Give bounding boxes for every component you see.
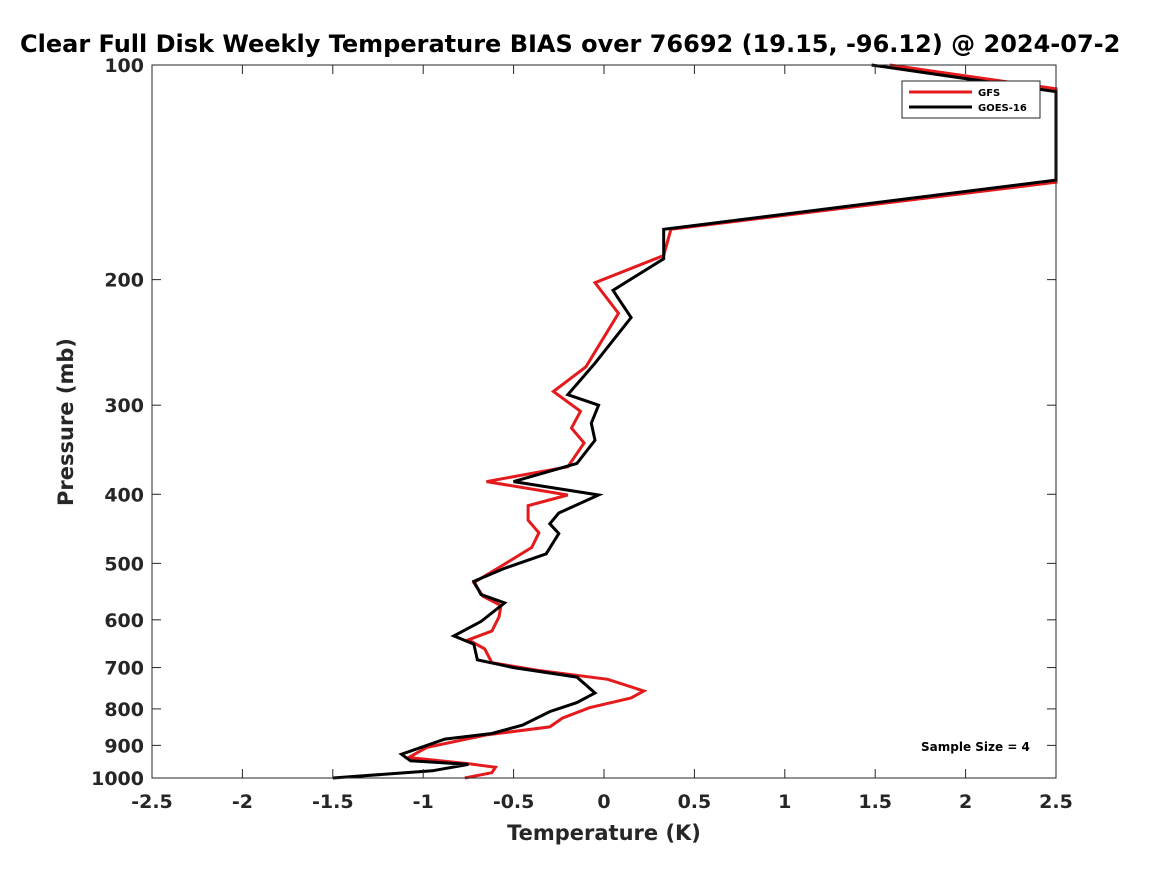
plot-area: -2.5 -2 -1.5 -1 -0.5 0 0.5 1 1.5 2 2.5 100 200 300 40… (91, 55, 1073, 813)
y-tick-label: 400 (104, 484, 144, 506)
y-tick-label: 100 (104, 55, 144, 77)
legend: GFS GOES-16 (901, 80, 1041, 119)
y-tick-label: 700 (104, 658, 144, 680)
y-axis-ticks: 100 200 300 400 500 600 700 800 900 1000 (91, 55, 1056, 790)
x-axis-label: Temperature (K) (507, 821, 701, 845)
axes-frame (151, 64, 1057, 779)
x-tick-label: -1.5 (312, 791, 354, 813)
x-tick-label: -2.5 (131, 791, 173, 813)
y-tick-label: 1000 (91, 768, 144, 790)
series-layer (332, 63, 1058, 780)
y-tick-label: 900 (104, 735, 144, 757)
x-tick-label: 2 (959, 791, 972, 813)
sample-size-annotation: Sample Size = 4 (921, 740, 1030, 754)
y-tick-label: 200 (104, 270, 144, 292)
x-tick-label: -1 (413, 791, 434, 813)
x-tick-label: -0.5 (493, 791, 535, 813)
x-tick-label: 0 (597, 791, 610, 813)
x-tick-label: 0.5 (678, 791, 712, 813)
y-axis-label: Pressure (mb) (54, 338, 78, 506)
legend-label-goes16: GOES-16 (978, 103, 1027, 114)
x-tick-label: 2.5 (1039, 791, 1073, 813)
series-line-gfs (403, 63, 1058, 780)
x-axis-ticks: -2.5 -2 -1.5 -1 -0.5 0 0.5 1 1.5 2 2.5 (131, 65, 1073, 813)
chart-title: Clear Full Disk Weekly Temperature BIAS … (20, 30, 1120, 58)
legend-box (901, 80, 1041, 119)
legend-label-gfs: GFS (978, 88, 1000, 99)
y-tick-label: 500 (104, 553, 144, 575)
y-tick-label: 600 (104, 610, 144, 632)
series-line-goes16 (332, 63, 1058, 780)
y-tick-label: 300 (104, 395, 144, 417)
y-tick-label: 800 (104, 699, 144, 721)
x-tick-label: 1 (778, 791, 791, 813)
x-tick-label: 1.5 (858, 791, 892, 813)
x-tick-label: -2 (232, 791, 253, 813)
